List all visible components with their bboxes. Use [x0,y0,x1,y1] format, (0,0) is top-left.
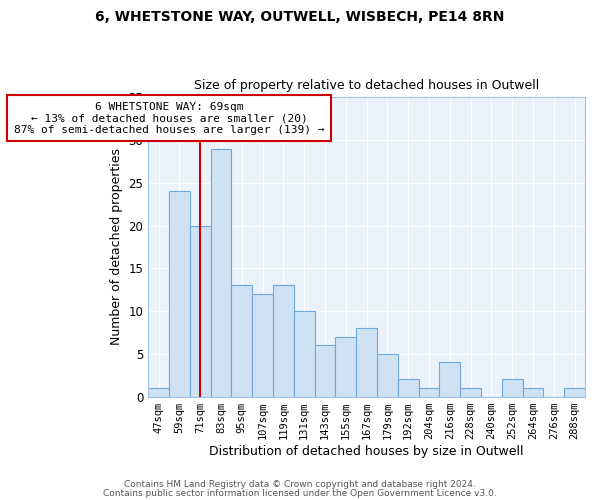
Bar [564,388,585,396]
Bar [190,226,211,396]
Bar [419,388,439,396]
Text: Contains public sector information licensed under the Open Government Licence v3: Contains public sector information licen… [103,488,497,498]
Bar [460,388,481,396]
Text: Contains HM Land Registry data © Crown copyright and database right 2024.: Contains HM Land Registry data © Crown c… [124,480,476,489]
Bar [398,380,419,396]
Y-axis label: Number of detached properties: Number of detached properties [110,148,123,346]
Bar [273,286,294,397]
Bar [211,148,232,396]
Bar [356,328,377,396]
Text: 6 WHETSTONE WAY: 69sqm
← 13% of detached houses are smaller (20)
87% of semi-det: 6 WHETSTONE WAY: 69sqm ← 13% of detached… [14,102,324,135]
Bar [148,388,169,396]
Title: Size of property relative to detached houses in Outwell: Size of property relative to detached ho… [194,79,539,92]
Bar [314,346,335,397]
Bar [523,388,544,396]
Bar [377,354,398,397]
Bar [169,192,190,396]
Bar [232,286,252,397]
Bar [335,336,356,396]
X-axis label: Distribution of detached houses by size in Outwell: Distribution of detached houses by size … [209,444,524,458]
Bar [502,380,523,396]
Bar [439,362,460,396]
Bar [252,294,273,396]
Bar [294,311,314,396]
Text: 6, WHETSTONE WAY, OUTWELL, WISBECH, PE14 8RN: 6, WHETSTONE WAY, OUTWELL, WISBECH, PE14… [95,10,505,24]
